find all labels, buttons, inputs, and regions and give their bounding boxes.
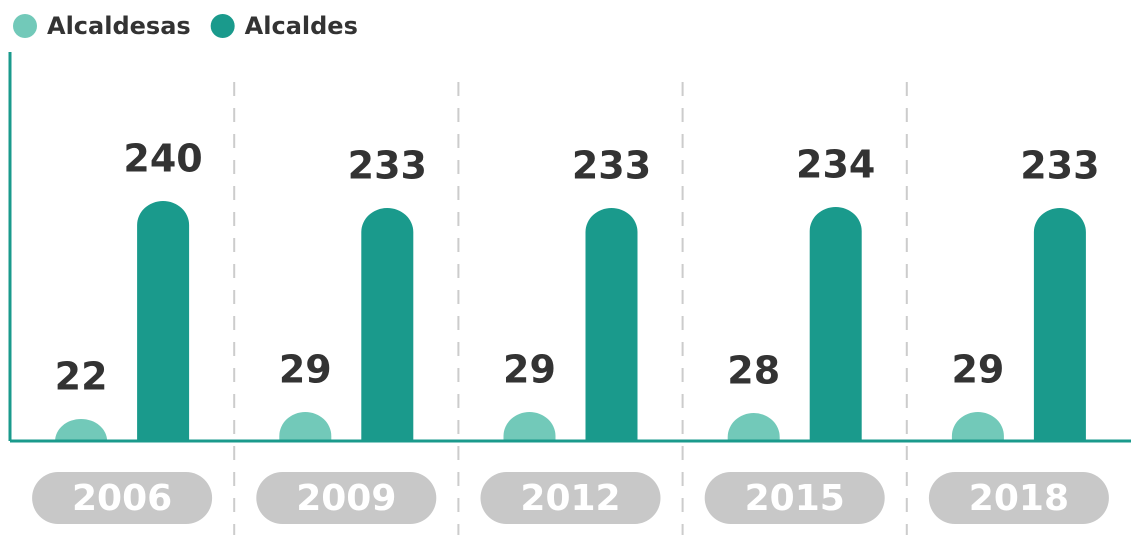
value-label: 233 [572, 144, 651, 188]
bar [137, 201, 190, 441]
value-label: 22 [55, 355, 108, 399]
bar [727, 413, 780, 441]
year-pill [256, 472, 437, 524]
bar [1033, 208, 1086, 441]
x-tick-label: 2015 [745, 478, 845, 519]
x-tick-label: 2018 [969, 478, 1069, 519]
value-label: 29 [951, 348, 1004, 392]
legend-label: Alcaldesas [47, 12, 191, 40]
bar [585, 208, 638, 441]
value-label: 234 [796, 143, 875, 187]
year-pill [32, 472, 213, 524]
legend-swatch [210, 14, 235, 38]
value-label: 233 [348, 144, 427, 188]
value-label: 233 [1020, 144, 1099, 188]
value-label: 29 [279, 348, 332, 392]
legend-label: Alcaldes [245, 12, 358, 40]
bar [503, 412, 556, 441]
bar [951, 412, 1004, 441]
x-tick-label: 2012 [520, 478, 620, 519]
value-label: 29 [503, 348, 556, 392]
x-tick-label: 2009 [296, 478, 396, 519]
bar [55, 419, 108, 441]
bar [279, 412, 332, 441]
x-tick-label: 2006 [72, 478, 172, 519]
bar [361, 208, 414, 441]
year-pill [704, 472, 885, 524]
value-label: 240 [123, 137, 202, 181]
year-pill [480, 472, 661, 524]
bar [809, 207, 862, 441]
value-label: 28 [727, 349, 780, 393]
legend-swatch [13, 14, 37, 38]
year-pill [928, 472, 1109, 524]
